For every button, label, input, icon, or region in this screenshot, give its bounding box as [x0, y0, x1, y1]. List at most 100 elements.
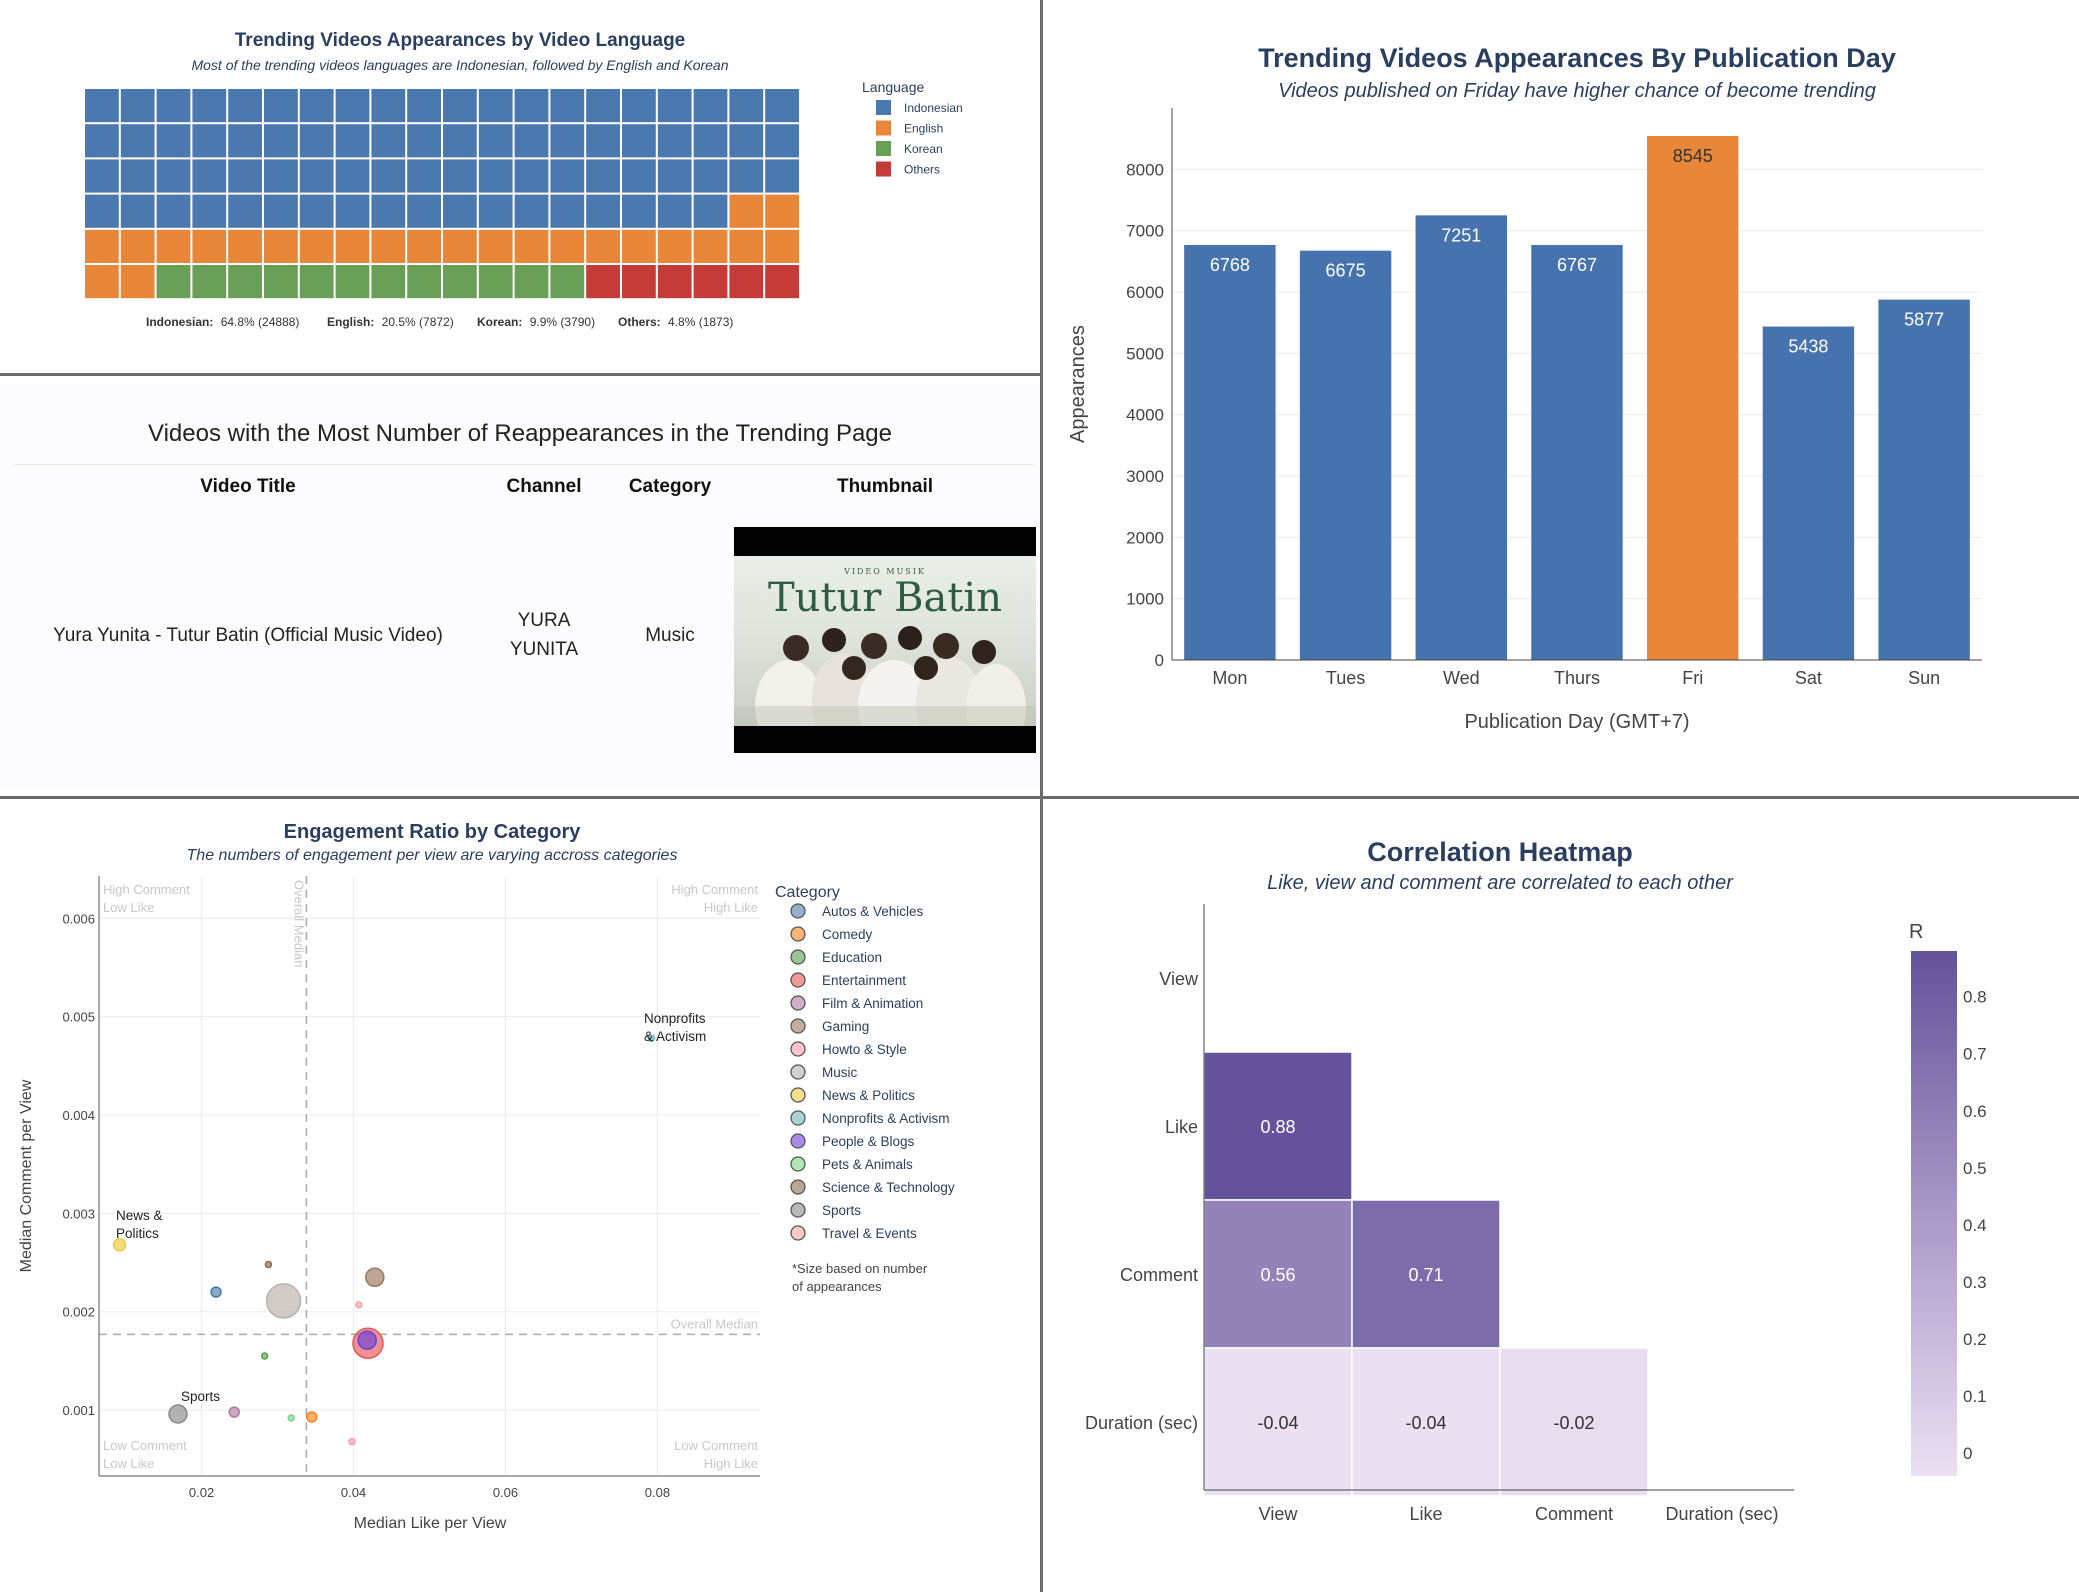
scatter-point-people-blogs[interactable]: [357, 1330, 377, 1351]
waffle-cell-indonesian: [120, 159, 155, 193]
scatter-x-tick-label: 0.08: [645, 1485, 670, 1500]
waffle-legend-swatch-indonesian: [876, 100, 891, 115]
table-title: Videos with the Most Number of Reappeara…: [148, 420, 892, 447]
scatter-point-sports[interactable]: [168, 1404, 188, 1424]
scatter-point-science-technology[interactable]: [264, 1260, 273, 1269]
bar-subtitle: Videos published on Friday have higher c…: [1278, 80, 1876, 102]
waffle-cell-others: [657, 265, 692, 299]
bar-y-tick-label: 5000: [1126, 344, 1164, 363]
heatmap-y-label-duration-sec: Duration (sec): [1085, 1413, 1198, 1433]
header-category: Category: [628, 476, 712, 497]
heatmap-cell-duration-sec-comment[interactable]: [1499, 1347, 1649, 1497]
scatter-legend-marker-nonprofits-activism[interactable]: [790, 1110, 806, 1126]
heatmap-cell-comment-like[interactable]: [1351, 1199, 1501, 1349]
bar-sat[interactable]: [1762, 326, 1855, 660]
bar-value-label-sat: 5438: [1788, 337, 1828, 357]
bar-sun[interactable]: [1878, 299, 1970, 660]
scatter-legend-marker-gaming[interactable]: [790, 1018, 806, 1034]
scatter-legend-marker-autos-vehicles[interactable]: [790, 903, 806, 919]
waffle-cell-korean: [228, 265, 262, 299]
scatter-point-pets-animals[interactable]: [287, 1414, 295, 1422]
quadrant-label-bottom-left-1: Low Comment: [103, 1438, 187, 1453]
scatter-legend-marker-music[interactable]: [790, 1064, 806, 1080]
scatter-legend-marker-news-politics[interactable]: [790, 1087, 806, 1103]
scatter-point-travel-events[interactable]: [355, 1301, 363, 1309]
scatter-legend-marker-science-technology[interactable]: [790, 1179, 806, 1195]
header-video-title: Video Title: [200, 476, 296, 497]
scatter-legend-label-news-politics[interactable]: News & Politics: [822, 1088, 915, 1103]
colorbar-tick-label: 0.6: [1963, 1102, 1987, 1121]
heatmap-cell-duration-sec-like[interactable]: [1351, 1347, 1501, 1497]
scatter-point-nonprofits-activism[interactable]: [647, 1034, 656, 1043]
scatter-legend-marker-sports[interactable]: [790, 1202, 806, 1218]
heatmap-cell-value: -0.04: [1257, 1413, 1298, 1433]
waffle-cell-indonesian: [85, 89, 119, 123]
waffle-cell-indonesian: [514, 159, 549, 193]
scatter-legend-label-comedy[interactable]: Comedy: [822, 927, 873, 942]
bar-thurs[interactable]: [1531, 245, 1623, 660]
scatter-point-news-politics[interactable]: [112, 1238, 127, 1252]
scatter-point-gaming[interactable]: [365, 1267, 385, 1288]
waffle-cell-indonesian: [622, 194, 656, 228]
scatter-legend-label-autos-vehicles[interactable]: Autos & Vehicles: [822, 904, 924, 919]
heatmap-x-label-view: View: [1259, 1504, 1299, 1524]
waffle-legend-label-others: Others: [904, 163, 940, 177]
scatter-legend-marker-travel-events[interactable]: [790, 1225, 806, 1241]
scatter-legend-marker-people-blogs[interactable]: [790, 1133, 806, 1149]
scatter-legend-label-people-blogs[interactable]: People & Blogs: [822, 1134, 915, 1149]
video-thumbnail[interactable]: VIDEO MUSIK Tutur Batin: [734, 527, 1036, 753]
waffle-legend-label-korean: Korean: [904, 142, 943, 156]
waffle-cell-english: [228, 229, 262, 263]
scatter-legend-marker-howto-style[interactable]: [790, 1041, 806, 1057]
heatmap-cell-comment-view[interactable]: [1203, 1199, 1353, 1349]
waffle-cell-english: [693, 229, 728, 263]
scatter-y-tick-label: 0.001: [62, 1403, 95, 1418]
waffle-cell-indonesian: [156, 159, 191, 193]
scatter-legend-label-howto-style[interactable]: Howto & Style: [822, 1042, 907, 1057]
scatter-legend-label-travel-events[interactable]: Travel & Events: [822, 1226, 917, 1241]
scatter-legend-label-entertainment[interactable]: Entertainment: [822, 973, 906, 988]
scatter-point-education[interactable]: [260, 1352, 269, 1360]
scatter-point-music[interactable]: [265, 1283, 302, 1319]
table-header-divider: [14, 464, 1034, 465]
scatter-legend-label-education[interactable]: Education: [822, 950, 882, 965]
waffle-cell-indonesian: [586, 194, 620, 228]
scatter-legend-label-nonprofits-activism[interactable]: Nonprofits & Activism: [822, 1111, 950, 1126]
waffle-cell-indonesian: [729, 89, 764, 123]
waffle-cell-indonesian: [371, 159, 406, 193]
bar-y-tick-label: 1000: [1126, 590, 1164, 609]
scatter-legend-marker-education[interactable]: [790, 949, 806, 965]
waffle-cell-indonesian: [514, 194, 549, 228]
scatter-legend-marker-comedy[interactable]: [790, 926, 806, 942]
bar-title: Trending Videos Appearances By Publicati…: [1258, 43, 1896, 73]
scatter-legend-marker-pets-animals[interactable]: [790, 1156, 806, 1172]
scatter-legend-marker-entertainment[interactable]: [790, 972, 806, 988]
waffle-cell-indonesian: [478, 194, 513, 228]
scatter-point-comedy[interactable]: [305, 1411, 318, 1423]
scatter-point-howto-style[interactable]: [348, 1437, 356, 1446]
scatter-legend-label-sports[interactable]: Sports: [822, 1203, 861, 1218]
bar-x-tick-label: Sun: [1908, 668, 1940, 688]
quadrant-label-top-right-2: High Like: [704, 900, 758, 915]
scatter-point-autos-vehicles[interactable]: [210, 1286, 222, 1298]
bar-value-label-wed: 7251: [1441, 225, 1481, 245]
colorbar: [1911, 951, 1957, 1476]
quadrant-label-top-right-1: High Comment: [671, 882, 758, 897]
bar-mon[interactable]: [1184, 244, 1276, 661]
waffle-cell-indonesian: [586, 89, 620, 123]
scatter-point-film-animation[interactable]: [228, 1406, 240, 1418]
scatter-legend-label-science-technology[interactable]: Science & Technology: [822, 1180, 955, 1195]
waffle-cell-indonesian: [299, 89, 334, 123]
scatter-legend-label-pets-animals[interactable]: Pets & Animals: [822, 1157, 913, 1172]
waffle-cell-korean: [192, 265, 227, 299]
scatter-legend-label-film-animation[interactable]: Film & Animation: [822, 996, 923, 1011]
waffle-cell-indonesian: [478, 124, 513, 158]
bar-wed[interactable]: [1415, 215, 1507, 660]
scatter-legend-marker-film-animation[interactable]: [790, 995, 806, 1011]
scatter-legend-label-music[interactable]: Music: [822, 1065, 858, 1080]
scatter-legend-label-gaming[interactable]: Gaming: [822, 1019, 869, 1034]
bar-fri[interactable]: [1647, 136, 1739, 660]
scatter-y-tick-label: 0.004: [62, 1108, 95, 1123]
bar-tues[interactable]: [1299, 250, 1392, 660]
bar-y-tick-label: 7000: [1126, 222, 1164, 241]
